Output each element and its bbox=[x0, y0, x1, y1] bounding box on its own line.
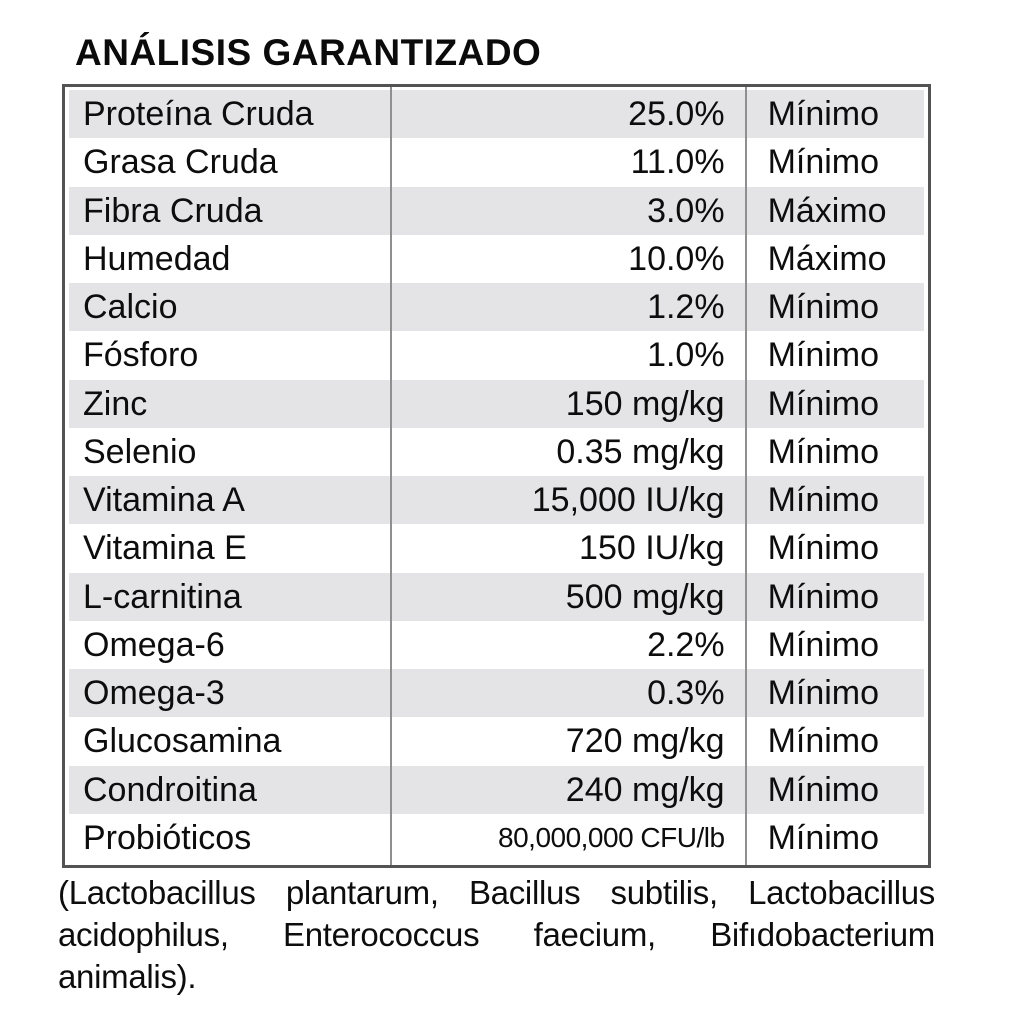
nutrient-value: 0.35 mg/kg bbox=[556, 432, 725, 471]
table-row: Condroitina 240 mg/kg Mínimo bbox=[69, 765, 924, 814]
nutrient-name: Humedad bbox=[83, 239, 231, 278]
nutrient-name: Omega-3 bbox=[83, 674, 225, 713]
column-divider-2 bbox=[745, 87, 747, 865]
nutrient-name: Selenio bbox=[83, 432, 197, 471]
table-row: Grasa Cruda 11.0% Mínimo bbox=[69, 138, 924, 187]
nutrient-name: Glucosamina bbox=[83, 722, 282, 761]
nutrient-name: Proteína Cruda bbox=[83, 95, 314, 134]
table-row: Selenio 0.35 mg/kg Mínimo bbox=[69, 427, 924, 476]
footer-line-2: acidophilus, Enterococcus faecium, Bifıd… bbox=[58, 916, 935, 953]
nutrient-value: 25.0% bbox=[628, 95, 725, 134]
nutrient-name: Vitamina E bbox=[83, 529, 247, 568]
nutrient-value: 1.2% bbox=[647, 288, 725, 327]
nutrient-value: 10.0% bbox=[628, 239, 725, 278]
table-row: Zinc 150 mg/kg Mínimo bbox=[69, 379, 924, 428]
nutrient-name: Omega-6 bbox=[83, 625, 225, 664]
nutrient-qualifier: Mínimo bbox=[767, 384, 880, 423]
nutrient-qualifier: Mínimo bbox=[767, 432, 880, 471]
nutrient-qualifier: Mínimo bbox=[767, 577, 880, 616]
nutrient-qualifier: Máximo bbox=[767, 191, 887, 230]
nutrient-name: Condroitina bbox=[83, 770, 257, 809]
probiotic-species-note: (Lactobacillus plantarum, Bacillus subti… bbox=[58, 872, 935, 998]
table-row: Humedad 10.0% Máximo bbox=[69, 234, 924, 283]
nutrient-name: Calcio bbox=[83, 288, 178, 327]
nutrient-qualifier: Mínimo bbox=[767, 625, 880, 664]
nutrient-value: 150 mg/kg bbox=[565, 384, 725, 423]
nutrient-value: 2.2% bbox=[647, 625, 725, 664]
column-divider-1 bbox=[390, 87, 392, 865]
table-row: Glucosamina 720 mg/kg Mínimo bbox=[69, 717, 924, 766]
nutrient-qualifier: Máximo bbox=[767, 239, 887, 278]
nutrient-value: 3.0% bbox=[647, 191, 725, 230]
nutrient-value: 500 mg/kg bbox=[565, 577, 725, 616]
page-title: ANÁLISIS GARANTIZADO bbox=[75, 32, 542, 73]
nutrient-qualifier: Mínimo bbox=[767, 143, 880, 182]
nutrient-value: 11.0% bbox=[630, 143, 725, 182]
footer-line-1: (Lactobacillus plantarum, Bacillus subti… bbox=[58, 874, 935, 911]
footer-line-3: animalis). bbox=[58, 958, 197, 995]
nutrient-qualifier: Mínimo bbox=[767, 95, 880, 134]
nutrient-value: 0.3% bbox=[647, 674, 725, 713]
table-row: L-carnitina 500 mg/kg Mínimo bbox=[69, 572, 924, 621]
nutrient-qualifier: Mínimo bbox=[767, 529, 880, 568]
table-row: Omega-6 2.2% Mínimo bbox=[69, 620, 924, 669]
nutrient-name: Probióticos bbox=[83, 818, 252, 857]
table-row: Calcio 1.2% Mínimo bbox=[69, 283, 924, 332]
nutrient-qualifier: Mínimo bbox=[767, 336, 880, 375]
nutrient-value: 1.0% bbox=[647, 336, 725, 375]
table-row: Vitamina E 150 IU/kg Mínimo bbox=[69, 524, 924, 573]
nutrient-name: Grasa Cruda bbox=[83, 143, 278, 182]
nutrient-value: 150 IU/kg bbox=[579, 529, 725, 568]
table-row: Omega-3 0.3% Mínimo bbox=[69, 669, 924, 718]
nutrient-value: 15,000 IU/kg bbox=[531, 481, 725, 520]
nutrient-value: 80,000,000 CFU/lb bbox=[498, 821, 725, 853]
nutrient-qualifier: Mínimo bbox=[767, 481, 880, 520]
nutrient-qualifier: Mínimo bbox=[767, 674, 880, 713]
nutrient-value: 720 mg/kg bbox=[565, 722, 725, 761]
table-row: Vitamina A 15,000 IU/kg Mínimo bbox=[69, 476, 924, 525]
nutrient-name: L-carnitina bbox=[83, 577, 242, 616]
table-row: Proteína Cruda 25.0% Mínimo bbox=[69, 90, 924, 139]
nutrient-qualifier: Mínimo bbox=[767, 770, 880, 809]
nutrient-name: Vitamina A bbox=[83, 481, 245, 520]
nutrient-qualifier: Mínimo bbox=[767, 722, 880, 761]
table-row: Probióticos 80,000,000 CFU/lb Mínimo bbox=[69, 813, 924, 862]
guaranteed-analysis-table: Proteína Cruda 25.0% Mínimo Grasa Cruda … bbox=[62, 84, 931, 868]
nutrient-name: Fósforo bbox=[83, 336, 199, 375]
nutrient-qualifier: Mínimo bbox=[767, 818, 880, 857]
nutrient-name: Zinc bbox=[83, 384, 148, 423]
nutrient-value: 240 mg/kg bbox=[565, 770, 725, 809]
table-row: Fósforo 1.0% Mínimo bbox=[69, 331, 924, 380]
nutrient-name: Fibra Cruda bbox=[83, 191, 263, 230]
nutrient-qualifier: Mínimo bbox=[767, 288, 880, 327]
table-row: Fibra Cruda 3.0% Máximo bbox=[69, 186, 924, 235]
